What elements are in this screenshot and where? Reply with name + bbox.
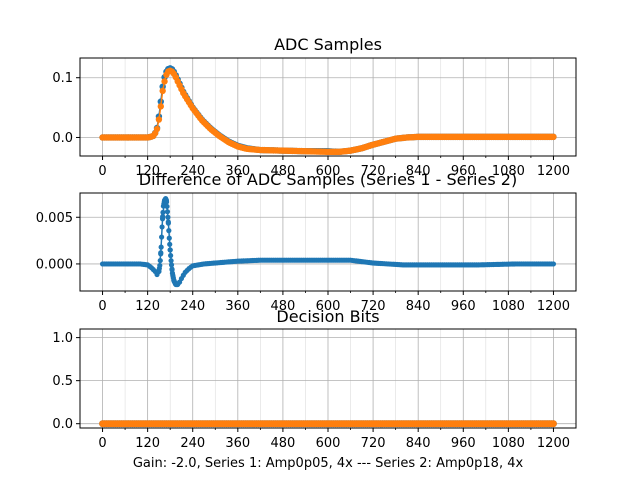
y-tick-label: 0.0 [52,131,73,146]
series-1 [99,196,557,288]
data-point [158,244,164,250]
data-point [161,78,168,85]
data-point [163,199,170,205]
x-tick-label: 840 [406,436,431,451]
data-point [166,235,172,241]
x-tick-label: 120 [135,164,160,179]
x-tick-label: 840 [406,164,431,179]
data-point [550,261,557,267]
x-tick-label: 1080 [492,436,525,451]
chart-panel-difference: 0 120 240 360 480 600 720 840 960 1080 12000.0000.… [36,192,577,314]
y-axis-ticks: 0.000 0.005 [36,211,80,272]
x-tick-label: 960 [451,164,476,179]
y-tick-label: 0.000 [36,257,73,272]
x-tick-label: 1080 [492,299,525,314]
data-point [158,251,164,257]
x-tick-label: 720 [361,299,386,314]
chart-title-decision-bits: Decision Bits [276,307,379,326]
x-tick-label: 360 [225,436,250,451]
x-tick-label: 1200 [537,436,570,451]
figure-x-axis-label: Gain: -2.0, Series 1: Amp0p05, 4x --- Se… [133,456,524,471]
x-tick-label: 720 [361,164,386,179]
x-tick-label: 240 [180,436,205,451]
data-point [157,262,163,269]
x-tick-label: 1200 [537,299,570,314]
data-point [168,252,174,259]
y-tick-label: 0.005 [36,211,73,226]
y-axis-ticks: 0.0 0.1 [52,71,80,146]
x-tick-label: 120 [135,299,160,314]
data-point [160,209,166,216]
data-point [159,224,165,230]
x-tick-label: 240 [180,299,205,314]
x-tick-label: 960 [451,436,476,451]
plot-area [99,420,557,428]
y-tick-label: 1.0 [52,331,73,346]
series-2 [99,420,557,428]
x-tick-label: 0 [98,436,106,451]
x-tick-label: 1080 [492,164,525,179]
plot-area [99,196,557,288]
x-tick-label: 360 [225,164,250,179]
y-axis-ticks: 0.0 0.5 1.0 [52,331,80,432]
x-tick-label: 240 [180,164,205,179]
x-tick-label: 960 [451,299,476,314]
x-axis-ticks: 0 120 240 360 480 600 720 840 960 1080 1200 [98,428,570,451]
data-point [550,420,557,428]
data-point [159,234,165,240]
data-point [168,258,174,264]
data-point [167,241,173,247]
x-tick-label: 600 [316,436,341,451]
data-point [165,214,171,220]
x-axis-ticks: 0 120 240 360 480 600 720 840 960 1080 1200 [98,156,570,179]
data-point [166,228,172,234]
x-axis-ticks: 0 120 240 360 480 600 720 840 960 1080 1200 [98,291,570,314]
grid-lines [80,193,576,291]
data-point [550,133,557,141]
data-point [169,266,175,272]
x-tick-label: 0 [98,164,106,179]
data-point [159,87,166,95]
data-point [153,125,161,133]
chart-panel-adc-samples: 0 120 240 360 480 600 720 840 960 1080 1200 0.0 0.1 [52,57,577,179]
data-point [165,220,171,226]
x-tick-label: 360 [225,299,250,314]
x-tick-label: 0 [98,299,106,314]
data-point [157,257,163,264]
y-tick-label: 0.5 [52,374,73,389]
y-tick-label: 0.1 [52,71,73,86]
data-point [159,216,166,222]
series-2 [99,67,557,156]
data-point [168,262,175,268]
x-tick-label: 600 [316,164,341,179]
y-tick-label: 0.0 [52,417,73,432]
data-point [174,281,180,288]
data-point [164,209,171,215]
x-tick-label: 1200 [537,164,570,179]
chart-title-difference: Difference of ADC Samples (Series 1 - Se… [139,170,517,189]
x-tick-label: 480 [270,164,295,179]
x-tick-label: 840 [406,299,431,314]
x-tick-label: 480 [270,299,295,314]
data-point [157,103,164,110]
x-tick-label: 720 [361,436,386,451]
chart-panel-decision-bits: 0 120 240 360 480 600 720 840 960 1080 1200 0.0 0.5 1… [52,328,577,451]
data-point [167,247,173,253]
plot-area [99,65,557,156]
x-tick-label: 120 [135,436,160,451]
x-tick-label: 480 [270,436,295,451]
data-point [155,116,163,123]
data-point [164,203,170,210]
x-tick-label: 600 [316,299,341,314]
chart-title-adc-samples: ADC Samples [274,35,382,54]
